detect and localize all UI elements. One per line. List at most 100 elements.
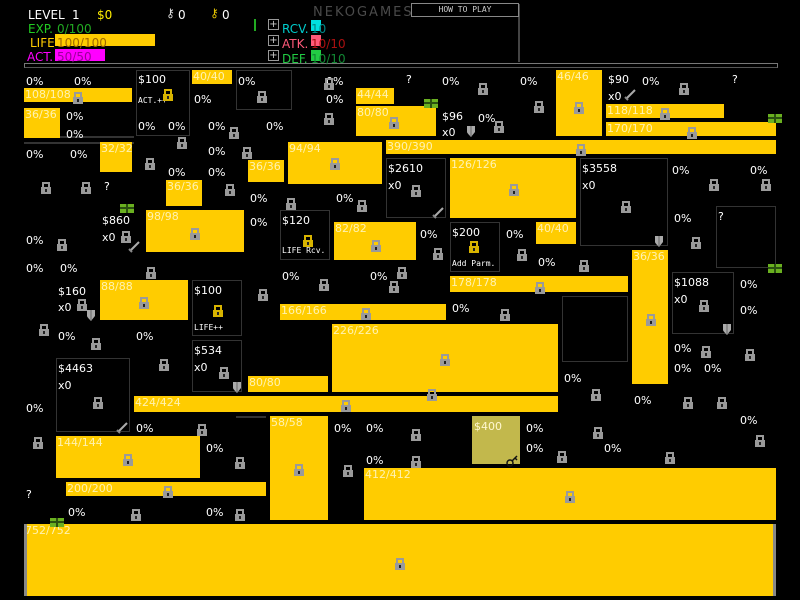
progress-tile[interactable]: 0% xyxy=(206,506,224,519)
shop-price[interactable]: $4463 xyxy=(58,362,93,375)
progress-tile[interactable]: 0% xyxy=(674,342,692,355)
locked-bar-tile[interactable]: 126/126 xyxy=(450,158,576,218)
progress-tile[interactable]: 0% xyxy=(26,262,44,275)
progress-tile[interactable]: 0% xyxy=(740,414,758,427)
locked-bar-tile[interactable]: 32/32 xyxy=(100,142,133,172)
shop-price[interactable]: $534 xyxy=(194,344,222,357)
progress-tile[interactable]: 0% xyxy=(442,75,460,88)
progress-tile[interactable]: 0% xyxy=(58,330,76,343)
progress-tile[interactable]: 0% xyxy=(750,164,768,177)
shop-price[interactable]: $3558 xyxy=(582,162,617,175)
progress-tile[interactable]: 0% xyxy=(208,145,226,158)
shop-price[interactable]: $2610 xyxy=(388,162,423,175)
progress-tile[interactable]: 0% xyxy=(564,372,582,385)
progress-tile[interactable]: 0% xyxy=(334,422,352,435)
shop-price[interactable]: $400 xyxy=(474,420,502,433)
locked-bar-tile[interactable]: 108/108 xyxy=(24,88,132,102)
progress-tile[interactable]: 0% xyxy=(526,442,544,455)
progress-tile[interactable]: 0% xyxy=(168,120,186,133)
progress-tile[interactable]: 0% xyxy=(250,216,268,229)
progress-tile[interactable]: 0% xyxy=(370,270,388,283)
locked-bar-tile[interactable]: 44/44 xyxy=(356,88,394,104)
locked-bar-tile[interactable]: 36/36 xyxy=(248,160,284,182)
progress-tile[interactable]: 0% xyxy=(642,75,660,88)
progress-tile[interactable]: 0% xyxy=(26,148,44,161)
progress-tile[interactable]: 0% xyxy=(266,120,284,133)
atk-plus-button[interactable]: + xyxy=(268,35,279,46)
progress-tile[interactable]: 0% xyxy=(26,402,44,415)
unknown-tile[interactable]: ? xyxy=(104,180,110,193)
progress-tile[interactable]: 0% xyxy=(68,506,86,519)
locked-bar-tile[interactable]: 88/88 xyxy=(100,280,188,320)
progress-tile[interactable]: 0% xyxy=(60,262,78,275)
shop-price[interactable]: $860 xyxy=(102,214,130,227)
locked-bar-tile[interactable]: 36/36 xyxy=(24,108,60,138)
progress-tile[interactable]: 0% xyxy=(208,166,226,179)
progress-tile[interactable]: 0% xyxy=(66,110,84,123)
progress-tile[interactable]: 0% xyxy=(366,454,384,467)
progress-tile[interactable]: 0% xyxy=(194,93,212,106)
locked-bar-tile[interactable]: 58/58 xyxy=(270,416,328,520)
locked-bar-tile[interactable]: 98/98 xyxy=(146,210,244,252)
progress-tile[interactable]: 0% xyxy=(674,212,692,225)
progress-tile[interactable]: 0% xyxy=(168,166,186,179)
progress-tile[interactable]: 0% xyxy=(452,302,470,315)
shop-price[interactable]: $120 xyxy=(282,214,310,227)
shop-price[interactable]: $100 xyxy=(194,284,222,297)
progress-tile[interactable]: 0% xyxy=(538,256,556,269)
def-plus-button[interactable]: + xyxy=(268,50,279,61)
progress-tile[interactable]: 0% xyxy=(674,362,692,375)
unknown-tile[interactable]: ? xyxy=(732,73,738,86)
progress-tile[interactable]: 0% xyxy=(478,112,496,125)
locked-bar-tile[interactable]: 424/424 xyxy=(134,396,558,412)
how-to-play-button[interactable]: HOW TO PLAY xyxy=(411,3,519,17)
locked-bar-tile[interactable]: 36/36 xyxy=(166,180,202,206)
shop-price[interactable]: $96 xyxy=(442,110,463,123)
progress-tile[interactable]: 0% xyxy=(206,442,224,455)
progress-tile[interactable]: 0% xyxy=(136,330,154,343)
progress-tile[interactable]: 0% xyxy=(672,164,690,177)
locked-bar-tile[interactable]: 40/40 xyxy=(192,70,232,84)
progress-tile[interactable]: 0% xyxy=(336,192,354,205)
shop-price[interactable]: $100 xyxy=(138,73,166,86)
progress-tile[interactable]: 0% xyxy=(250,192,268,205)
locked-bar-tile[interactable]: 80/80 xyxy=(356,106,436,136)
shop-price[interactable]: $200 xyxy=(452,226,480,239)
progress-tile[interactable]: 0% xyxy=(238,75,256,88)
unknown-tile[interactable]: ? xyxy=(26,488,32,501)
progress-tile[interactable]: 0% xyxy=(326,93,344,106)
locked-bar-tile[interactable]: 40/40 xyxy=(536,222,576,244)
unknown-tile[interactable]: ? xyxy=(718,210,724,223)
progress-tile[interactable]: 0% xyxy=(138,120,156,133)
progress-tile[interactable]: 0% xyxy=(208,120,226,133)
progress-tile[interactable]: 0% xyxy=(420,228,438,241)
locked-bar-tile[interactable]: 80/80 xyxy=(248,376,328,392)
progress-tile[interactable]: 0% xyxy=(74,75,92,88)
rcv-plus-button[interactable]: + xyxy=(268,19,279,30)
progress-tile[interactable]: 0% xyxy=(704,362,722,375)
locked-bar-tile[interactable]: 390/390 xyxy=(386,140,776,154)
progress-tile[interactable]: 0% xyxy=(26,75,44,88)
progress-tile[interactable]: 0% xyxy=(740,304,758,317)
progress-tile[interactable]: 0% xyxy=(526,422,544,435)
locked-bar-tile[interactable]: 118/118 xyxy=(606,104,724,118)
progress-tile[interactable]: 0% xyxy=(26,234,44,247)
shop-price[interactable]: $160 xyxy=(58,285,86,298)
progress-tile[interactable]: 0% xyxy=(604,442,622,455)
shop-price[interactable]: $1088 xyxy=(674,276,709,289)
progress-tile[interactable]: 0% xyxy=(634,394,652,407)
locked-bar-tile[interactable]: 412/412 xyxy=(364,468,776,520)
progress-tile[interactable]: 0% xyxy=(740,278,758,291)
progress-tile[interactable]: 0% xyxy=(282,270,300,283)
locked-bar-tile[interactable]: 144/144 xyxy=(56,436,200,478)
unknown-tile[interactable]: ? xyxy=(406,73,412,86)
progress-tile[interactable]: 0% xyxy=(366,422,384,435)
locked-bar-tile[interactable]: 226/226 xyxy=(332,324,558,392)
progress-tile[interactable]: 0% xyxy=(70,148,88,161)
progress-tile[interactable]: 0% xyxy=(136,422,154,435)
shop-price[interactable]: $90 xyxy=(608,73,629,86)
progress-tile[interactable]: 0% xyxy=(520,75,538,88)
key-shop-tile[interactable] xyxy=(472,416,520,464)
progress-tile[interactable]: 0% xyxy=(506,228,524,241)
locked-bar-tile[interactable]: 36/36 xyxy=(632,250,668,384)
